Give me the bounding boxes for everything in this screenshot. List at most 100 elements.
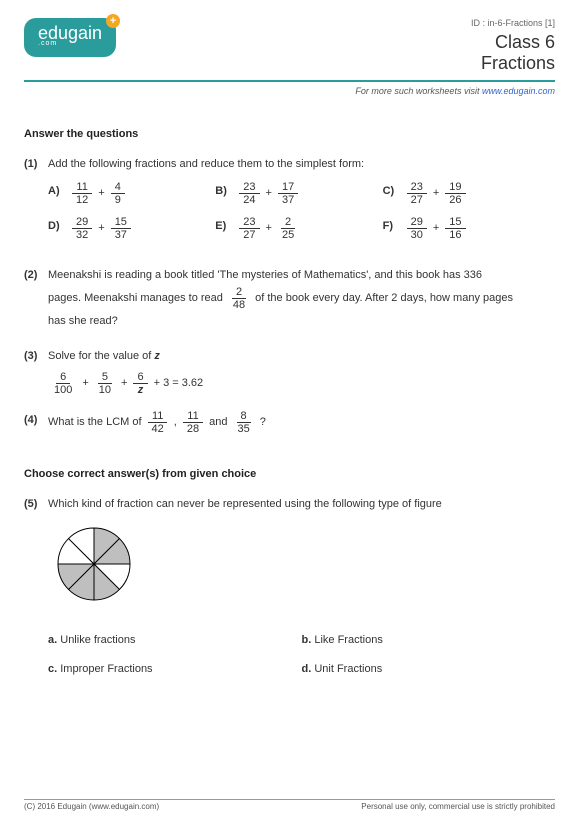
question-4: (4) What is the LCM of 1142 , 1128 and 8… (24, 410, 555, 435)
fraction: 6100 (50, 371, 76, 396)
worksheet-id: ID : in-6-Fractions [1] (471, 18, 555, 28)
question-1: (1) Add the following fractions and redu… (24, 154, 555, 251)
q1-item-label: A) (48, 181, 70, 202)
q2-fraction: 2 48 (229, 286, 249, 311)
q1-item-label: F) (383, 216, 405, 237)
q1-item-expr: 2932 + 1537 (70, 216, 133, 241)
choice-key: a. (48, 634, 57, 646)
footer: (C) 2016 Edugain (www.edugain.com) Perso… (24, 799, 555, 811)
q2-t2a: pages. Meenakshi manages to read (48, 288, 223, 309)
class-label: Class 6 (471, 32, 555, 53)
fraction: 835 (233, 410, 253, 435)
plus-sign: + (82, 373, 88, 394)
question-5: (5) Which kind of fraction can never be … (24, 494, 555, 689)
q1-item-label: B) (215, 181, 237, 202)
header: edugain .com + ID : in-6-Fractions [1] C… (24, 18, 555, 74)
q3-tail: + 3 = 3.62 (154, 373, 204, 394)
footer-left: (C) 2016 Edugain (www.edugain.com) (24, 802, 159, 811)
choice-text: Unlike fractions (60, 634, 135, 646)
q4-line: What is the LCM of 1142 , 1128 and 835 ? (48, 410, 266, 435)
visit-line: For more such worksheets visit www.eduga… (24, 86, 555, 96)
q1-items: A) 1112 + 49 B) 2324 + 1737 C) 2327 + 19… (48, 181, 555, 251)
plus-sign: + (266, 218, 272, 239)
q1-text: Add the following fractions and reduce t… (48, 154, 555, 175)
fraction: 49 (111, 181, 125, 206)
choice-text: Unit Fractions (314, 663, 382, 675)
topic-label: Fractions (471, 53, 555, 74)
fraction: 225 (278, 216, 298, 241)
plus-sign: + (98, 218, 104, 239)
visit-prefix: For more such worksheets visit (355, 86, 482, 96)
fraction: 1737 (278, 181, 298, 206)
logo: edugain .com + (24, 18, 116, 57)
fraction: 1128 (183, 410, 203, 435)
visit-link[interactable]: www.edugain.com (482, 86, 555, 96)
fraction: 2327 (239, 216, 259, 241)
q5-pie-chart (54, 524, 555, 612)
fraction: 6z (133, 371, 147, 396)
separator: , (174, 412, 177, 433)
q1-item-expr: 2324 + 1737 (237, 181, 300, 206)
q2-line2: pages. Meenakshi manages to read 2 48 of… (48, 286, 513, 311)
plus-sign: + (98, 183, 104, 204)
q1-item: F) 2930 + 1516 (383, 216, 550, 241)
plus-sign: + (266, 183, 272, 204)
q1-item-expr: 1112 + 49 (70, 181, 127, 206)
choice-option[interactable]: c. Improper Fractions (48, 659, 302, 680)
q1-item: C) 2327 + 1926 (383, 181, 550, 206)
question-3: (3) Solve for the value of z 6100 +510 +6z… (24, 346, 555, 396)
choice-option[interactable]: d. Unit Fractions (302, 659, 556, 680)
q2-number: (2) (24, 265, 48, 332)
q2-frac-n: 2 (232, 286, 246, 299)
q3-number: (3) (24, 346, 48, 396)
q1-item-expr: 2327 + 225 (237, 216, 300, 241)
choice-text: Improper Fractions (60, 663, 152, 675)
choice-option[interactable]: b. Like Fractions (302, 630, 556, 651)
fraction: 1142 (148, 410, 168, 435)
choice-key: c. (48, 663, 57, 675)
fraction: 2932 (72, 216, 92, 241)
plus-sign: + (121, 373, 127, 394)
section1-title: Answer the questions (24, 128, 555, 140)
q1-item-expr: 2327 + 1926 (405, 181, 468, 206)
section2-title: Choose correct answer(s) from given choi… (24, 468, 555, 480)
q1-item-label: E) (215, 216, 237, 237)
q3-var: z (154, 350, 160, 362)
q2-line1: Meenakshi is reading a book titled 'The … (48, 265, 555, 286)
q4-prefix: What is the LCM of (48, 412, 142, 433)
q2-line3: has she read? (48, 311, 555, 332)
fraction: 1516 (445, 216, 465, 241)
fraction: 1926 (445, 181, 465, 206)
q1-item-label: C) (383, 181, 405, 202)
fraction: 2930 (407, 216, 427, 241)
q3-prompt: Solve for the value of (48, 350, 154, 362)
fraction: 1112 (72, 181, 92, 206)
q1-item: E) 2327 + 225 (215, 216, 382, 241)
fraction: 2324 (239, 181, 259, 206)
choice-option[interactable]: a. Unlike fractions (48, 630, 302, 651)
footer-right: Personal use only, commercial use is str… (361, 802, 555, 811)
q2-t2b: of the book every day. After 2 days, how… (255, 288, 513, 309)
plus-icon: + (106, 14, 120, 28)
plus-sign: + (433, 218, 439, 239)
choice-key: d. (302, 663, 312, 675)
plus-sign: + (433, 183, 439, 204)
separator: and (209, 412, 227, 433)
q1-item-label: D) (48, 216, 70, 237)
q4-number: (4) (24, 410, 48, 435)
q1-number: (1) (24, 154, 48, 251)
q5-choices: a. Unlike fractionsb. Like Fractionsc. I… (48, 630, 555, 688)
q2-frac-d: 48 (229, 299, 249, 311)
q1-item: B) 2324 + 1737 (215, 181, 382, 206)
fraction: 510 (95, 371, 115, 396)
q1-item: A) 1112 + 49 (48, 181, 215, 206)
q5-text: Which kind of fraction can never be repr… (48, 494, 555, 515)
question-2: (2) Meenakshi is reading a book titled '… (24, 265, 555, 332)
q3-expression: 6100 +510 +6z + 3 = 3.62 (48, 371, 555, 396)
q4-suffix: ? (260, 412, 266, 433)
fraction: 1537 (111, 216, 131, 241)
choice-text: Like Fractions (314, 634, 382, 646)
header-divider (24, 80, 555, 82)
q5-number: (5) (24, 494, 48, 689)
fraction: 2327 (407, 181, 427, 206)
